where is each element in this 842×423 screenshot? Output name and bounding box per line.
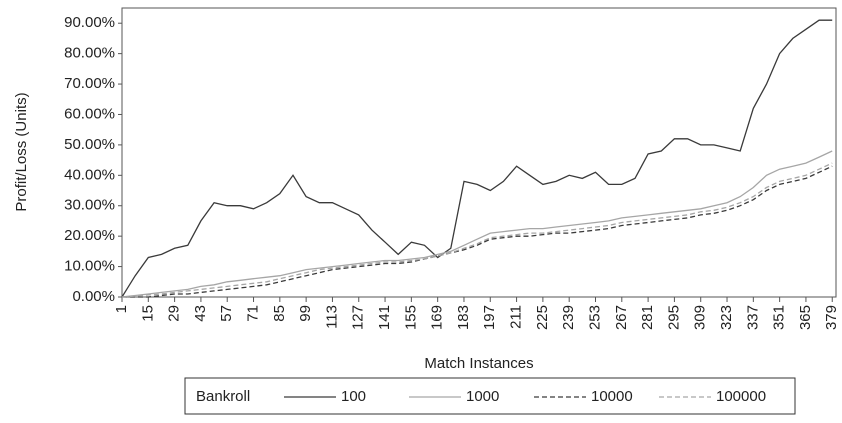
x-tick-label: 15 xyxy=(139,305,156,322)
x-tick-label: 197 xyxy=(481,305,498,330)
x-tick-label: 1 xyxy=(113,305,130,313)
y-tick-label: 0.00% xyxy=(72,288,115,305)
x-tick-label: 337 xyxy=(744,305,761,330)
legend-label: 10000 xyxy=(591,388,633,405)
x-tick-label: 281 xyxy=(639,305,656,330)
x-tick-label: 155 xyxy=(402,305,419,330)
x-tick-label: 253 xyxy=(586,305,603,330)
x-tick-label: 379 xyxy=(823,305,840,330)
y-tick-label: 30.00% xyxy=(64,197,115,214)
series-line xyxy=(121,19,833,298)
x-tick-label: 323 xyxy=(718,305,735,330)
y-tick-label: 40.00% xyxy=(64,166,115,183)
x-tick-label: 169 xyxy=(429,305,446,330)
y-tick-label: 20.00% xyxy=(64,227,115,244)
y-tick-label: 10.00% xyxy=(64,258,115,275)
series-line xyxy=(122,165,833,298)
x-tick-label: 85 xyxy=(271,305,288,322)
x-tick-label: 43 xyxy=(192,305,209,322)
series-line xyxy=(121,162,833,298)
x-tick-label: 127 xyxy=(350,305,367,330)
x-tick-label: 365 xyxy=(797,305,814,330)
legend-title: Bankroll xyxy=(196,388,250,405)
y-tick-label: 90.00% xyxy=(64,14,115,31)
x-tick-label: 113 xyxy=(323,305,340,329)
x-tick-label: 29 xyxy=(166,305,183,322)
y-tick-label: 70.00% xyxy=(64,75,115,92)
x-axis-label: Match Instances xyxy=(424,355,533,372)
plot-frame xyxy=(121,7,837,298)
y-axis-label: Profit/Loss (Units) xyxy=(13,92,30,211)
x-tick-label: 267 xyxy=(613,305,630,330)
x-tick-label: 225 xyxy=(534,305,551,330)
y-tick-label: 50.00% xyxy=(64,136,115,153)
y-tick-label: 80.00% xyxy=(64,45,115,62)
x-tick-label: 71 xyxy=(244,305,261,322)
x-tick-label: 141 xyxy=(376,305,393,330)
x-tick-label: 211 xyxy=(508,305,525,329)
series-line xyxy=(121,150,833,298)
x-tick-label: 309 xyxy=(692,305,709,330)
x-tick-label: 295 xyxy=(665,305,682,330)
x-tick-label: 351 xyxy=(771,305,788,330)
x-tick-label: 183 xyxy=(455,305,472,330)
legend-box xyxy=(184,377,796,415)
x-tick-label: 57 xyxy=(218,305,235,322)
y-tick-label: 60.00% xyxy=(64,105,115,122)
legend-label: 100 xyxy=(341,388,366,405)
legend-label: 1000 xyxy=(466,388,499,405)
x-tick-label: 99 xyxy=(297,305,314,322)
legend-label: 100000 xyxy=(716,388,766,405)
x-tick-label: 239 xyxy=(560,305,577,330)
